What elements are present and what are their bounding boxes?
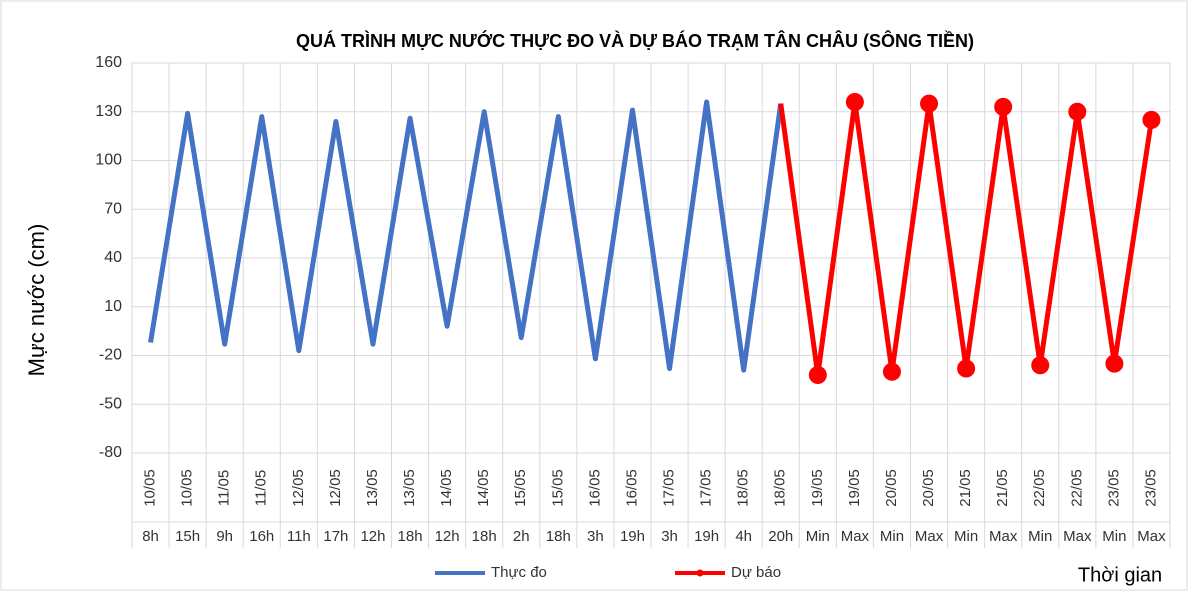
chart-title: QUÁ TRÌNH MỰC NƯỚC THỰC ĐO VÀ DỰ BÁO TRẠ… — [296, 30, 974, 51]
x-tick-date: 17/05 — [661, 469, 678, 507]
x-tick-date: 14/05 — [475, 469, 492, 507]
x-tick-hour: 2h — [513, 528, 530, 545]
x-tick-date: 19/05 — [846, 469, 863, 507]
series-line — [148, 99, 784, 373]
x-tick-hour: 4h — [735, 528, 752, 545]
x-tick-hour: 15h — [175, 528, 200, 545]
y-tick-label: 40 — [104, 249, 122, 266]
x-tick-hour: 3h — [587, 528, 604, 545]
x-tick-hour: 8h — [142, 528, 159, 545]
x-tick-hour: Max — [915, 528, 944, 545]
x-tick-date: 22/05 — [1068, 469, 1085, 507]
x-tick-hour: Min — [806, 528, 830, 545]
x-tick-date: 11/05 — [253, 470, 270, 506]
x-tick-date: 23/05 — [1105, 469, 1122, 507]
y-tick-label: 160 — [95, 54, 122, 71]
y-tick-label: 70 — [104, 200, 122, 217]
series-marker — [808, 366, 827, 384]
x-tick-date: 17/05 — [698, 469, 715, 507]
y-tick-label: -20 — [99, 347, 122, 364]
x-tick-date: 16/05 — [623, 469, 640, 507]
x-tick-hour: 18h — [546, 528, 571, 545]
x-tick-hour: Min — [954, 528, 978, 545]
series-marker — [1105, 354, 1124, 373]
x-tick-hour: 16h — [249, 528, 274, 545]
x-tick-hour: 12h — [360, 528, 385, 545]
x-tick-hour: 3h — [661, 528, 678, 545]
x-tick-hour: 12h — [435, 528, 460, 545]
x-axis-label: Thời gian — [1078, 564, 1162, 586]
x-tick-date: 10/05 — [179, 469, 196, 507]
legend-label: Thực đo — [491, 564, 547, 581]
x-tick-date: 19/05 — [809, 469, 826, 507]
x-tick-hour: Max — [841, 528, 870, 545]
y-tick-label: 100 — [95, 152, 122, 169]
x-tick-date: 11/05 — [216, 470, 233, 506]
x-tick-hour: 19h — [694, 528, 719, 545]
y-tick-label: -80 — [99, 444, 122, 461]
x-tick-date: 21/05 — [994, 469, 1011, 507]
legend-marker — [696, 569, 704, 577]
series-marker — [1142, 110, 1161, 129]
x-tick-hour: 19h — [620, 528, 645, 545]
y-axis-label: Mực nước (cm) — [24, 224, 49, 377]
x-tick-date: 20/05 — [920, 469, 937, 507]
series-marker — [957, 359, 976, 378]
legend: Thực đo Dự báo — [435, 564, 781, 581]
x-tick-date: 18/05 — [735, 469, 752, 507]
x-tick-date: 13/05 — [401, 469, 418, 507]
x-tick-hour: Max — [1063, 528, 1092, 545]
x-tick-hour: Min — [1102, 528, 1126, 545]
x-tick-hour: 20h — [768, 528, 793, 545]
legend-label: Dự báo — [731, 564, 781, 581]
x-tick-date: 12/05 — [290, 469, 307, 507]
x-tick-hour: Max — [1137, 528, 1166, 545]
x-tick-date: 21/05 — [957, 469, 974, 507]
x-tick-hour: Min — [1028, 528, 1052, 545]
series-marker — [1068, 102, 1087, 121]
series-marker — [920, 94, 939, 113]
x-tick-date: 15/05 — [512, 469, 529, 507]
x-tick-date: 12/05 — [327, 469, 344, 507]
x-tick-date: 15/05 — [549, 469, 566, 507]
x-tick-hour: Min — [880, 528, 904, 545]
x-tick-hour: 9h — [216, 528, 233, 545]
x-tick-hour: Max — [989, 528, 1018, 545]
x-tick-date: 13/05 — [364, 469, 381, 507]
y-tick-label: -50 — [99, 395, 122, 412]
series-marker — [845, 93, 864, 111]
x-tick-date: 16/05 — [586, 469, 603, 507]
y-tick-label: 130 — [95, 103, 122, 120]
x-tick-date: 14/05 — [438, 469, 455, 507]
series-marker — [994, 97, 1013, 116]
x-tick-hour: 18h — [398, 528, 423, 545]
x-tick-date: 20/05 — [883, 469, 900, 507]
x-tick-hour: 17h — [323, 528, 348, 545]
x-tick-date: 18/05 — [772, 469, 789, 507]
series-marker — [1031, 356, 1050, 375]
x-tick-date: 10/05 — [142, 469, 159, 507]
series-marker — [882, 362, 901, 381]
x-tick-date: 23/05 — [1142, 469, 1159, 507]
x-tick-date: 22/05 — [1031, 469, 1048, 507]
y-tick-label: 10 — [104, 298, 122, 315]
x-tick-hour: 18h — [472, 528, 497, 545]
x-tick-hour: 11h — [287, 528, 311, 545]
